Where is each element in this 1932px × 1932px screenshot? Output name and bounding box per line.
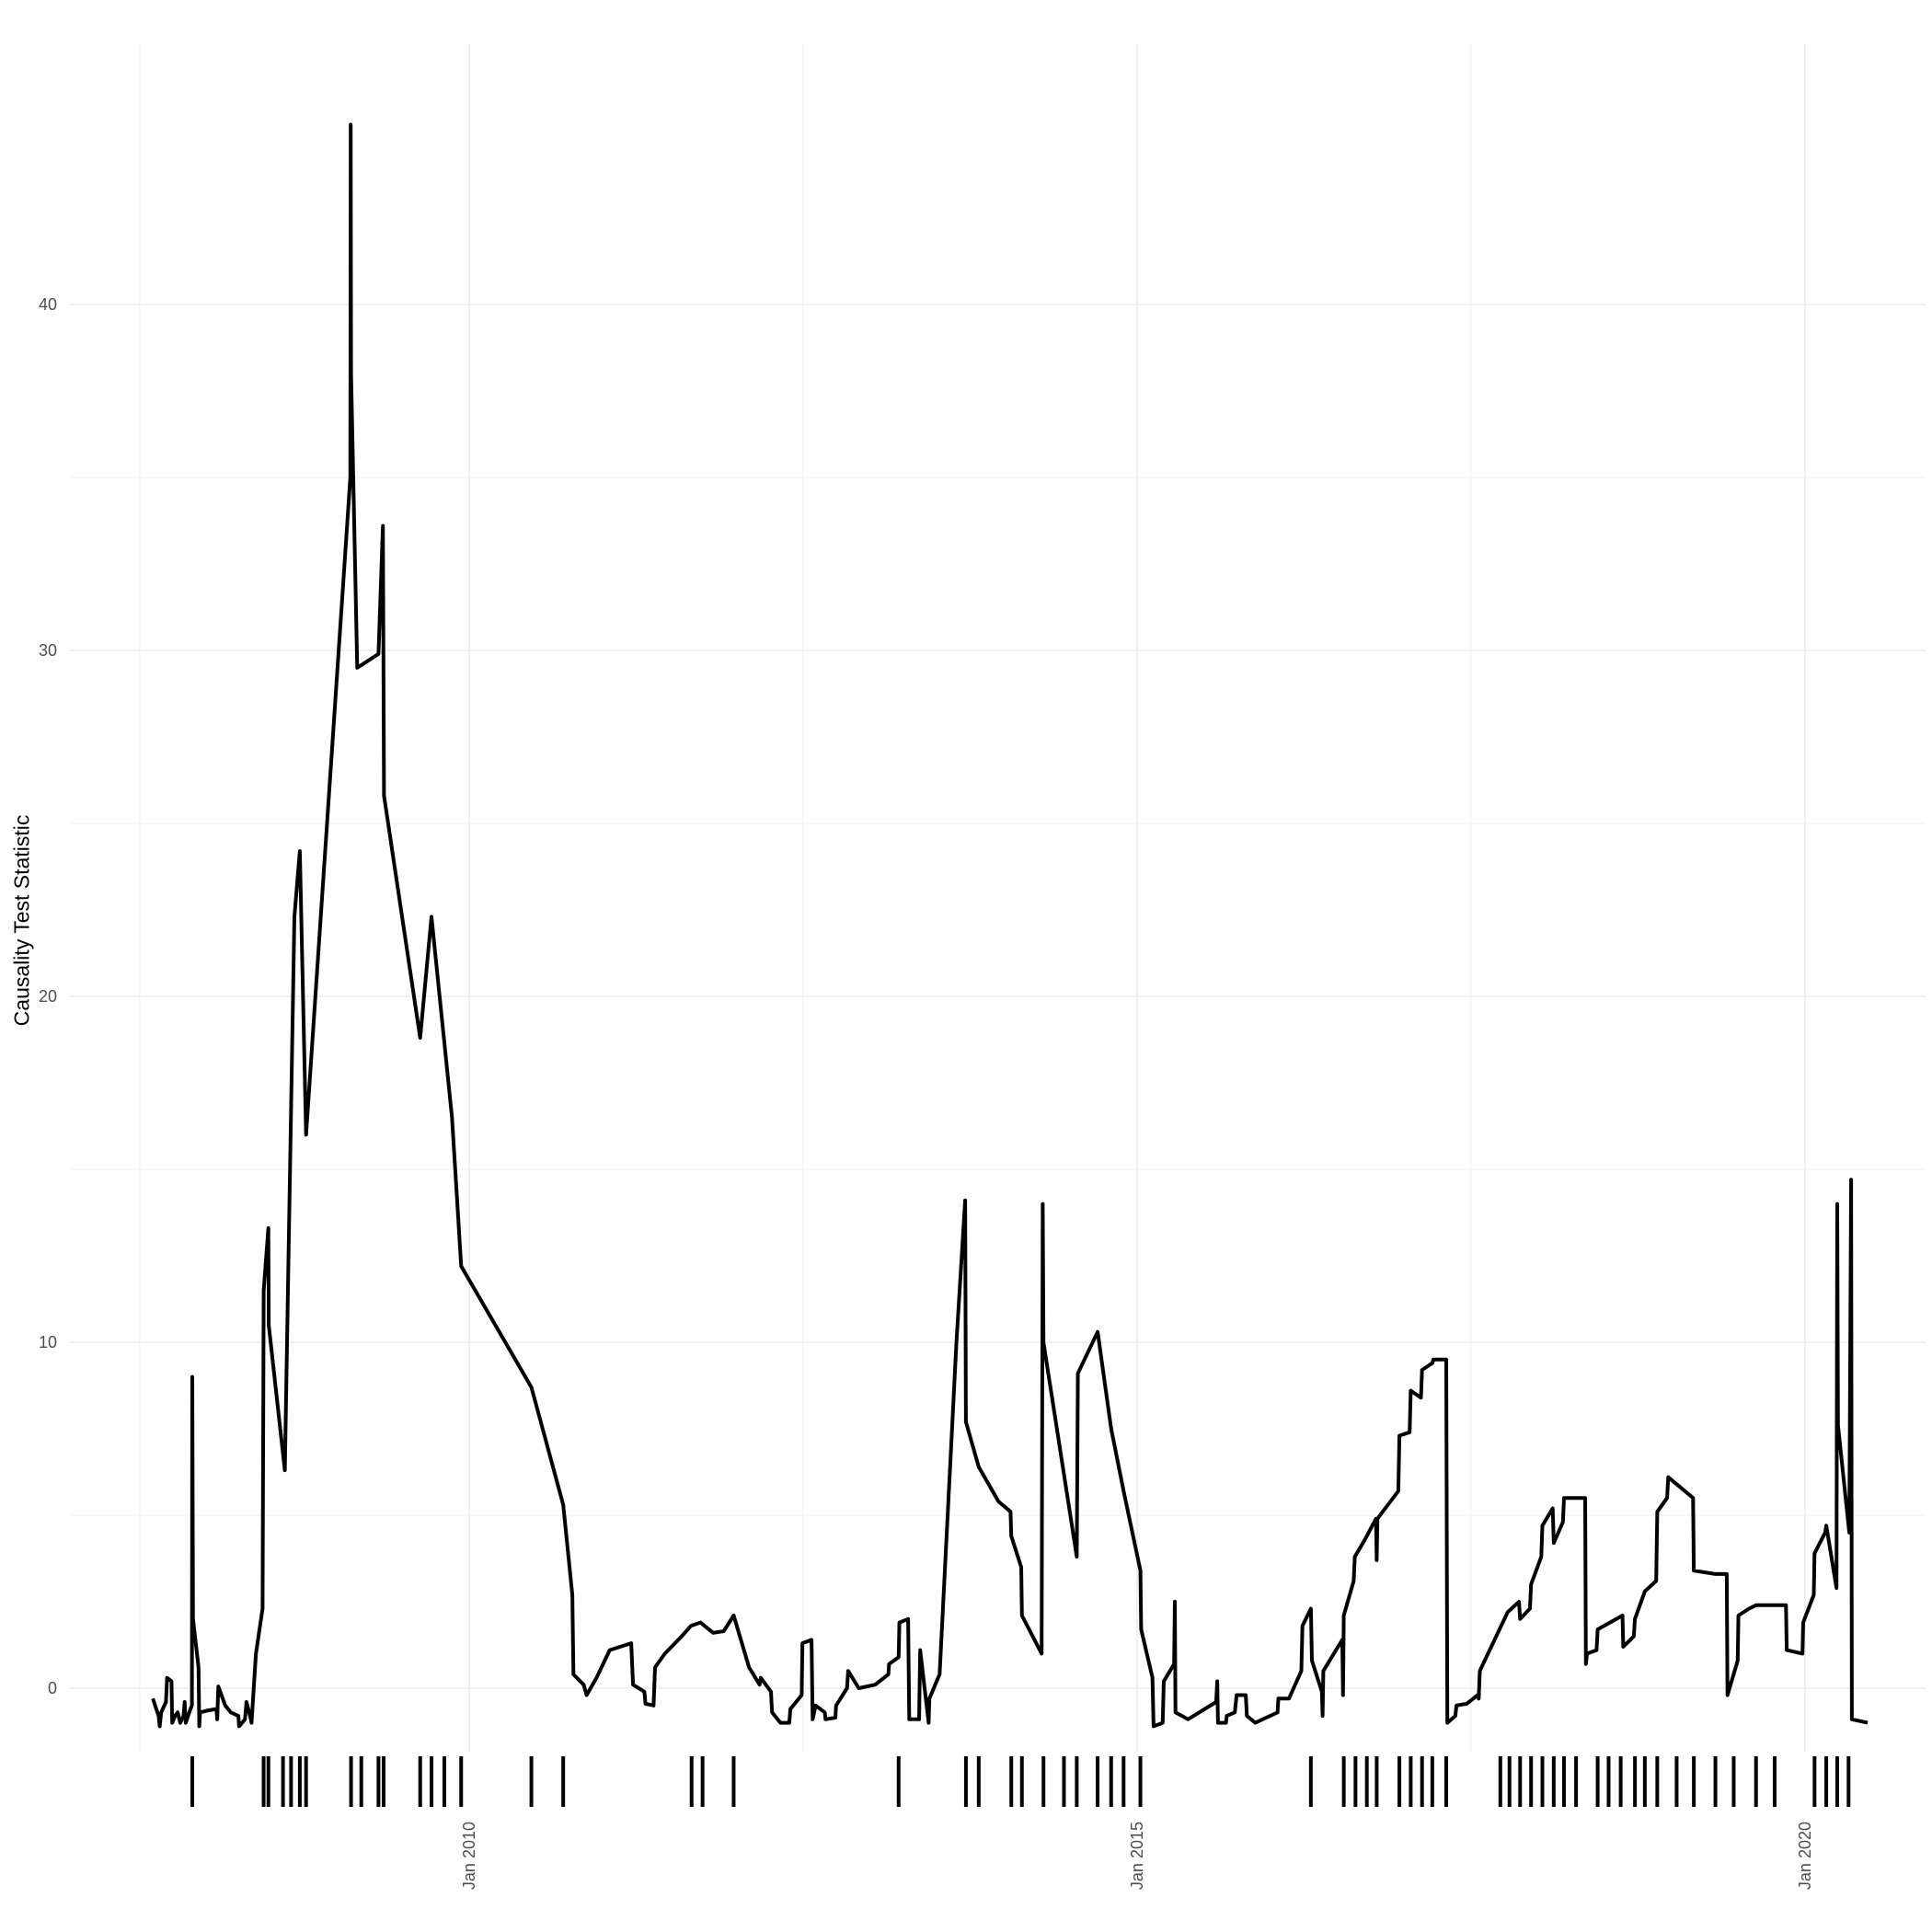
series-line xyxy=(151,122,1869,1729)
event-marks xyxy=(190,1756,1851,1807)
y-tick-label: 20 xyxy=(39,987,57,1006)
y-tick-label: 0 xyxy=(48,1679,57,1697)
grid-lines xyxy=(70,44,1926,1752)
y-tick-label: 10 xyxy=(39,1333,57,1351)
y-tick-label: 30 xyxy=(39,641,57,660)
x-tick-label: Jan 2010 xyxy=(460,1822,478,1890)
y-tick-label: 40 xyxy=(39,295,57,314)
x-tick-label: Jan 2015 xyxy=(1128,1822,1146,1890)
x-tick-labels: Jan 2010 Jan 2015 Jan 2020 xyxy=(460,1822,1814,1890)
x-tick-label: Jan 2020 xyxy=(1796,1822,1814,1890)
y-tick-labels: 0 10 20 30 40 xyxy=(39,295,57,1697)
data-series xyxy=(151,122,1869,1729)
